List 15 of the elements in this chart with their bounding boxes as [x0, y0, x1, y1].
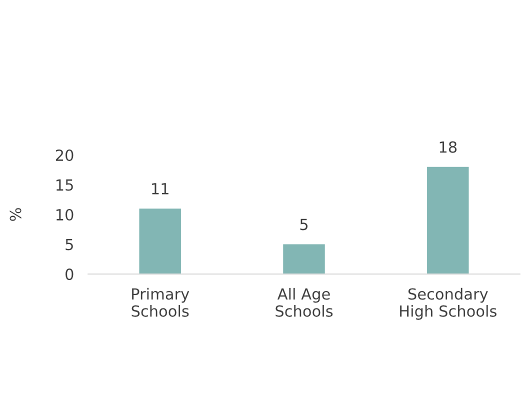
x-tick-label: Primary Schools — [132, 288, 190, 317]
y-tick-label: 10 — [56, 208, 74, 221]
x-tick-label: Secondary High Schools — [400, 288, 496, 320]
y-tick-label: 5 — [66, 238, 73, 250]
bar — [427, 166, 469, 274]
data-label: 11 — [152, 183, 168, 194]
bar — [139, 208, 181, 274]
y-tick-label: 15 — [56, 179, 73, 191]
y-tick-label: 20 — [56, 149, 74, 162]
data-label: 5 — [300, 218, 308, 230]
y-axis-title: % — [10, 208, 22, 221]
data-label: 18 — [440, 141, 457, 153]
bar — [283, 244, 325, 274]
y-tick-label: 0 — [66, 268, 74, 280]
x-tick-label: All Age Schools — [276, 288, 333, 317]
